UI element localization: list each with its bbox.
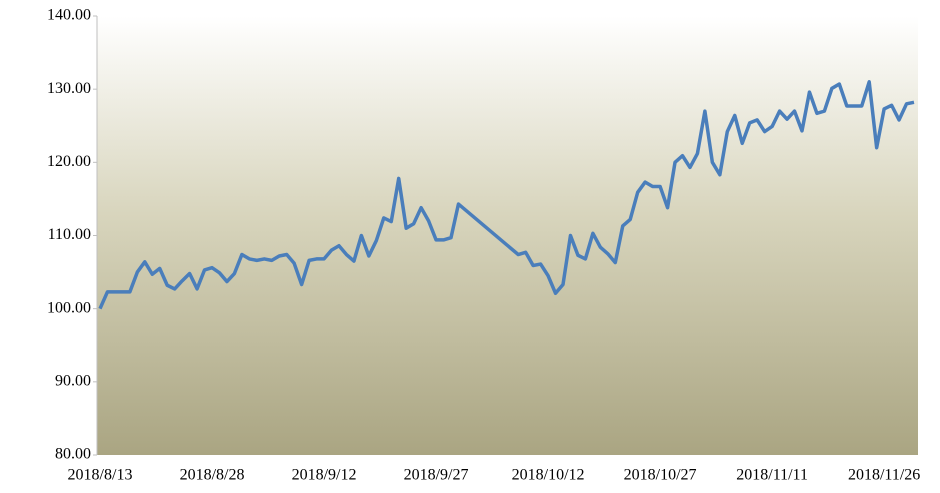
y-tick-label: 130.00 bbox=[47, 80, 91, 97]
y-tick-label: 140.00 bbox=[47, 7, 91, 24]
y-tick-label: 110.00 bbox=[48, 226, 91, 243]
y-tick-label: 100.00 bbox=[47, 299, 91, 316]
x-tick-label: 2018/8/28 bbox=[180, 467, 245, 484]
y-tick-label: 120.00 bbox=[47, 153, 91, 170]
line bbox=[98, 80, 915, 310]
x-tick-label: 2018/9/12 bbox=[292, 467, 357, 484]
y-tick-label: 80.00 bbox=[55, 446, 91, 463]
x-tick-label: 2018/9/27 bbox=[404, 467, 469, 484]
x-tick-label: 2018/10/12 bbox=[512, 467, 585, 484]
x-tick-label: 2018/10/27 bbox=[624, 467, 697, 484]
plot-area bbox=[97, 16, 918, 455]
x-tick-label: 2018/11/26 bbox=[848, 467, 920, 484]
x-tick-label: 2018/8/13 bbox=[68, 467, 133, 484]
y-tick-label: 90.00 bbox=[55, 373, 91, 390]
x-tick-label: 2018/11/11 bbox=[736, 467, 808, 484]
